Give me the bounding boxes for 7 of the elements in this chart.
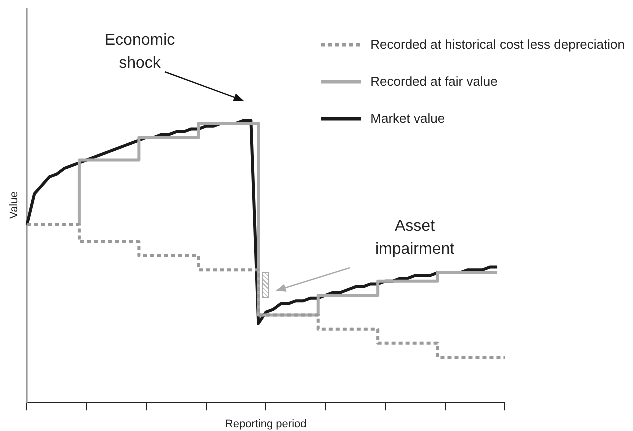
annotation: Asset impairment [375,218,456,258]
x-axis-title: Reporting period [225,418,307,430]
text: Economic shock [104,32,176,72]
y-axis-title: Value [8,192,21,219]
legend-label: Recorded at historical cost less depreciation [370,37,625,52]
legend-label: Market value [370,111,446,126]
legend-label: Recorded at fair value [370,74,498,89]
